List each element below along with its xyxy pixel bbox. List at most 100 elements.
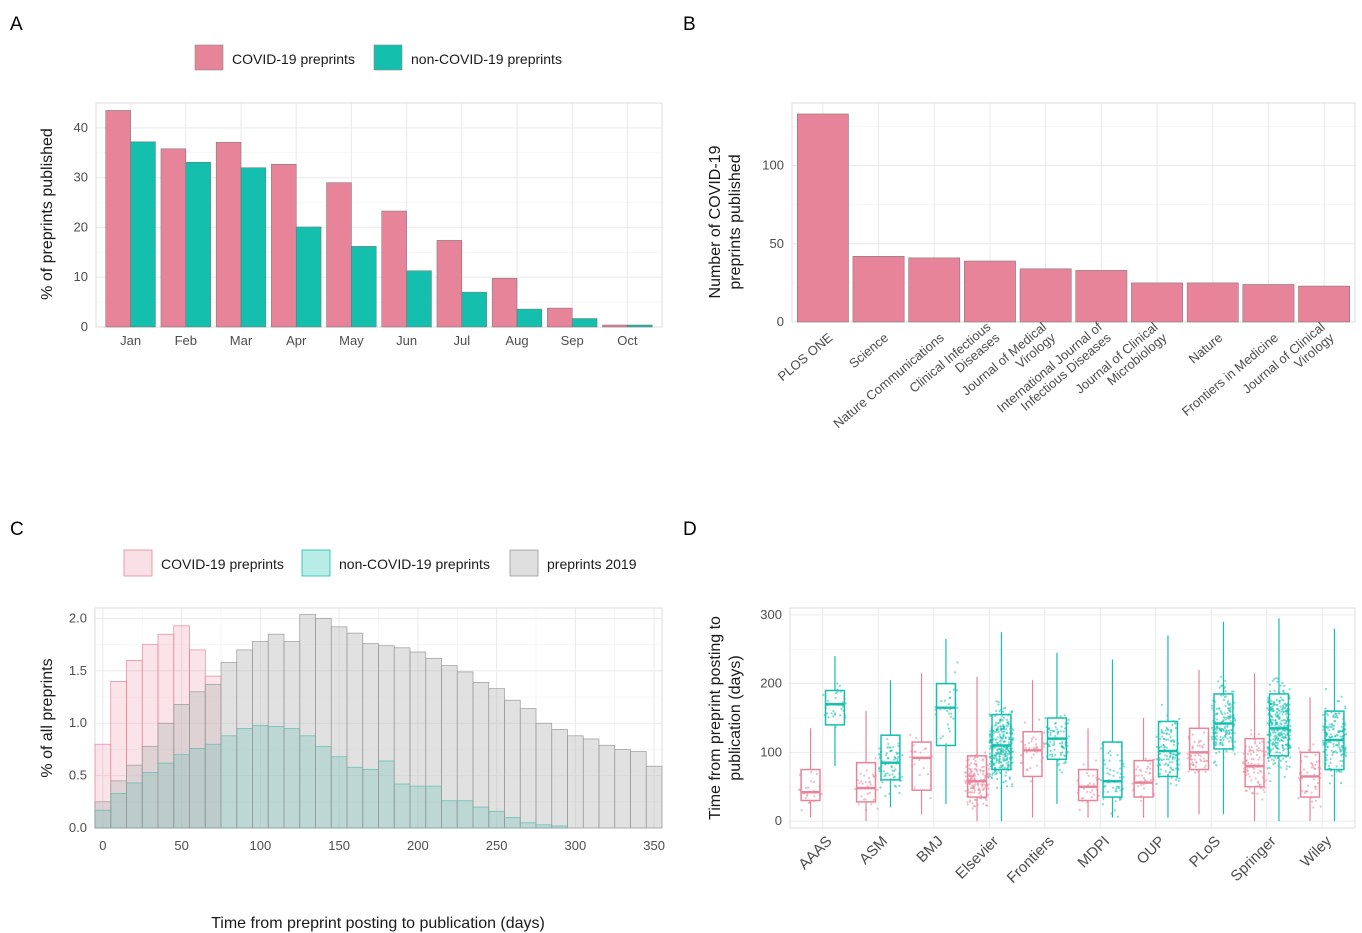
jitter-point-noncovid [1278,751,1282,754]
jitter-point-noncovid [1284,722,1288,725]
jitter-point-covid [1242,761,1245,764]
jitter-point-noncovid [940,699,943,703]
jitter-point-covid [1242,752,1245,755]
bar-b [1019,268,1072,323]
box-noncovid [1157,720,1179,778]
x-tick-label-c: 300 [565,838,587,853]
x-tick-label-b: Nature [1186,330,1226,367]
jitter-point-noncovid [1173,740,1176,743]
jitter-point-covid [982,788,985,791]
jitter-point-noncovid [825,712,829,715]
jitter-point-covid [858,781,861,785]
panel-a: COVID-19 preprints non-COVID-19 preprint… [39,44,663,348]
jitter-point-noncovid [1168,733,1171,736]
jitter-point-noncovid [1122,765,1125,768]
jitter-point-covid [1246,752,1249,756]
jitter-point-noncovid [1224,733,1227,736]
jitter-point-noncovid [1267,733,1270,736]
jitter-point-noncovid [992,732,995,735]
jitter-point-noncovid [1166,755,1169,758]
jitter-point-noncovid [1003,740,1006,743]
jitter-point-covid [923,748,926,751]
jitter-point-noncovid [1000,730,1003,734]
jitter-point-noncovid [1219,739,1222,742]
jitter-point-noncovid [1282,710,1285,713]
jitter-point-covid [1202,760,1206,763]
jitter-point-noncovid [1272,738,1275,741]
jitter-point-noncovid [1288,688,1291,691]
jitter-point-covid [1136,785,1140,788]
jitter-point-noncovid [997,725,1000,729]
jitter-point-covid [1030,756,1033,759]
jitter-point-noncovid [997,703,1000,706]
jitter-point-noncovid [1269,690,1272,693]
jitter-point-noncovid [896,759,899,762]
jitter-point-covid [964,780,967,783]
jitter-point-noncovid [999,735,1002,738]
jitter-point-noncovid [1216,726,1219,730]
jitter-point-noncovid [1178,777,1181,780]
jitter-point-noncovid [1325,753,1328,757]
jitter-point-noncovid [1060,725,1063,728]
jitter-point-noncovid [1281,713,1284,716]
jitter-point-noncovid [1272,718,1275,721]
jitter-point-covid [1203,731,1206,734]
jitter-point-noncovid [1329,757,1332,760]
jitter-point-noncovid [1284,736,1288,740]
jitter-point-covid [1255,748,1259,751]
jitter-point-noncovid [988,774,991,778]
jitter-point-noncovid [1331,751,1335,754]
jitter-point-noncovid [1271,704,1274,708]
jitter-point-noncovid [1331,725,1334,728]
jitter-point-noncovid [1328,782,1331,785]
jitter-point-noncovid [878,766,881,769]
jitter-point-noncovid [1007,752,1010,756]
jitter-point-noncovid [1288,718,1291,722]
jitter-point-covid [1252,758,1255,761]
jitter-point-covid [1092,782,1095,786]
panel-border [95,102,663,328]
jitter-point-noncovid [1217,680,1220,683]
jitter-point-noncovid [1118,798,1121,801]
jitter-point-noncovid [994,721,998,724]
jitter-point-noncovid [996,777,999,781]
jitter-point-noncovid [1063,727,1067,730]
jitter-point-noncovid [1285,720,1288,723]
jitter-point-noncovid [948,730,951,733]
jitter-point-covid [1256,792,1259,795]
jitter-point-covid [1194,771,1197,774]
jitter-point-noncovid [1276,680,1279,683]
jitter-point-noncovid [1162,758,1165,761]
jitter-point-covid [1134,774,1138,777]
jitter-point-noncovid [1004,780,1007,783]
jitter-point-noncovid [1288,746,1291,750]
jitter-point-noncovid [947,702,950,706]
jitter-point-covid [1255,745,1258,748]
jitter-point-noncovid [1278,731,1281,735]
jitter-point-noncovid [1275,698,1278,702]
jitter-point-covid [973,776,976,779]
jitter-point-noncovid [994,746,997,749]
jitter-point-noncovid [1057,764,1060,767]
y-tick-label-a: 10 [74,269,88,284]
jitter-point-covid [971,802,974,805]
jitter-point-covid [1250,757,1253,761]
jitter-point-noncovid [1285,765,1288,768]
jitter-point-noncovid [1167,738,1170,741]
jitter-point-covid [1197,753,1200,757]
jitter-point-noncovid [1224,730,1227,733]
jitter-point-noncovid [1228,715,1231,719]
jitter-point-covid [1028,747,1031,750]
box-covid [1022,731,1043,778]
jitter-point-covid [806,793,809,796]
jitter-point-covid [968,775,971,778]
jitter-point-covid [810,780,813,783]
jitter-point-covid [1306,771,1309,774]
y-tick-label-d: 200 [760,676,782,691]
jitter-point-covid [1304,790,1307,793]
jitter-point-noncovid [1006,725,1009,728]
jitter-point-noncovid [1276,715,1279,718]
jitter-point-covid [1261,750,1264,753]
jitter-point-noncovid [995,741,998,744]
jitter-point-noncovid [1117,785,1120,788]
